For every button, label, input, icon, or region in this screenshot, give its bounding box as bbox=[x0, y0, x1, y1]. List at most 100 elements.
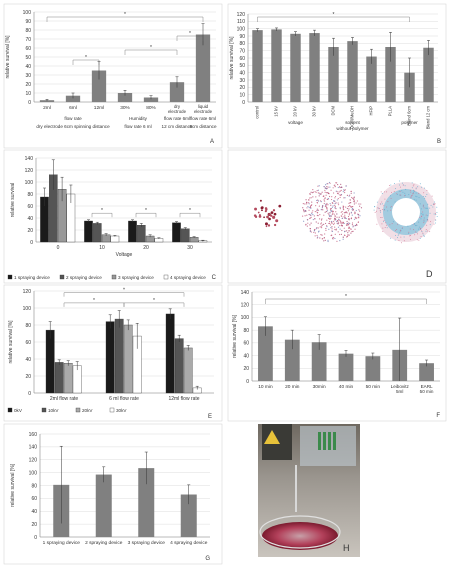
x-tick-label: 0 bbox=[57, 245, 60, 251]
cell-dot bbox=[301, 215, 304, 217]
cell-dot bbox=[346, 224, 348, 226]
cell-dot bbox=[430, 204, 432, 206]
y-tick-label: 40 bbox=[25, 357, 31, 363]
cell-dot bbox=[323, 214, 325, 216]
cell-dot bbox=[425, 230, 427, 232]
cell-dot bbox=[344, 211, 346, 214]
cell-dot bbox=[348, 219, 350, 221]
cell-dot bbox=[308, 207, 310, 209]
cell-dot bbox=[433, 203, 435, 205]
cell-dot bbox=[376, 210, 378, 212]
cell-dot bbox=[328, 195, 331, 198]
cell-dot bbox=[311, 211, 313, 213]
x-tick-label: control bbox=[255, 106, 260, 119]
cell-dot bbox=[429, 224, 431, 226]
cell-dot bbox=[356, 217, 358, 219]
cell-dot bbox=[396, 193, 398, 195]
cell-dot bbox=[312, 218, 314, 221]
cell-dot bbox=[253, 214, 257, 217]
cell-dot bbox=[427, 207, 429, 209]
x-tick-label: electrode bbox=[194, 109, 213, 114]
cell-dot bbox=[314, 191, 316, 193]
cell-dot bbox=[340, 211, 342, 213]
bar bbox=[189, 237, 199, 243]
cell-dot bbox=[347, 215, 350, 218]
cell-dot bbox=[405, 188, 407, 190]
cell-dot bbox=[398, 190, 400, 192]
bar bbox=[183, 347, 193, 394]
y-tick-label: 140 bbox=[29, 445, 38, 451]
cell-dot bbox=[396, 193, 398, 195]
cell-dot bbox=[382, 209, 384, 211]
panel-d-drop-large bbox=[373, 180, 438, 244]
cell-dot bbox=[332, 192, 335, 194]
cell-dot bbox=[380, 216, 382, 218]
cell-dot bbox=[337, 198, 339, 200]
cell-dot bbox=[436, 211, 438, 213]
cell-dot bbox=[328, 220, 331, 223]
bar bbox=[347, 41, 358, 102]
cell-dot bbox=[359, 205, 361, 207]
cell-dot bbox=[334, 195, 337, 198]
cell-dot bbox=[425, 214, 427, 216]
y-tick-label: 20 bbox=[25, 82, 31, 88]
cell-dot bbox=[332, 236, 335, 239]
cell-dot bbox=[399, 229, 401, 231]
significance-bracket bbox=[91, 213, 113, 218]
y-tick-label: 110 bbox=[237, 19, 245, 25]
cell-dot bbox=[346, 230, 348, 232]
cell-dot bbox=[343, 222, 345, 225]
legend-swatch bbox=[7, 274, 13, 280]
group-label: flow rate bbox=[64, 116, 82, 121]
cell-dot bbox=[411, 182, 413, 184]
cell-dot bbox=[334, 202, 336, 205]
cell-dot bbox=[331, 211, 333, 213]
cell-dot bbox=[330, 204, 332, 206]
cell-dot bbox=[318, 192, 320, 194]
legend-swatch bbox=[59, 274, 65, 280]
legend-swatch bbox=[75, 407, 81, 413]
cell-dot bbox=[352, 209, 354, 212]
cell-dot bbox=[319, 226, 321, 228]
cell-dot bbox=[414, 223, 416, 225]
cell-dot bbox=[339, 186, 341, 189]
cell-dot bbox=[332, 187, 334, 189]
cell-dot bbox=[415, 192, 417, 194]
cell-dot bbox=[342, 208, 344, 210]
cell-dot bbox=[344, 189, 346, 192]
cell-dot bbox=[309, 193, 311, 195]
cell-dot bbox=[349, 194, 351, 196]
cell-dot bbox=[272, 215, 276, 219]
cell-dot bbox=[423, 220, 425, 222]
panel-frame bbox=[3, 423, 223, 565]
cell-dot bbox=[319, 237, 321, 239]
cell-dot bbox=[318, 218, 321, 220]
y-tick-label: 30 bbox=[239, 78, 245, 84]
cell-dot bbox=[402, 184, 404, 186]
cell-dot bbox=[334, 207, 336, 209]
cell-dot bbox=[352, 230, 354, 232]
cell-dot bbox=[410, 234, 412, 236]
cell-dot bbox=[306, 214, 308, 216]
cell-dot bbox=[436, 206, 438, 208]
y-tick-label: 40 bbox=[27, 216, 33, 222]
cell-dot bbox=[326, 186, 328, 188]
cell-dot bbox=[351, 196, 353, 199]
cell-dot bbox=[316, 199, 318, 202]
cell-dot bbox=[309, 224, 311, 226]
cell-dot bbox=[434, 222, 436, 224]
cell-dot bbox=[436, 215, 438, 217]
cell-dot bbox=[412, 193, 414, 195]
cell-dot bbox=[325, 210, 327, 213]
cell-dot bbox=[422, 213, 424, 215]
cell-dot bbox=[310, 191, 312, 193]
cell-dot bbox=[390, 209, 392, 211]
cell-dot bbox=[309, 217, 311, 219]
cell-dot bbox=[434, 212, 436, 214]
cell-dot bbox=[348, 202, 350, 204]
cell-dot bbox=[410, 196, 412, 198]
cell-dot bbox=[343, 227, 345, 229]
y-tick-label: 0 bbox=[34, 535, 37, 541]
cell-dot bbox=[408, 232, 410, 234]
x-tick-label: 80% bbox=[146, 105, 156, 111]
